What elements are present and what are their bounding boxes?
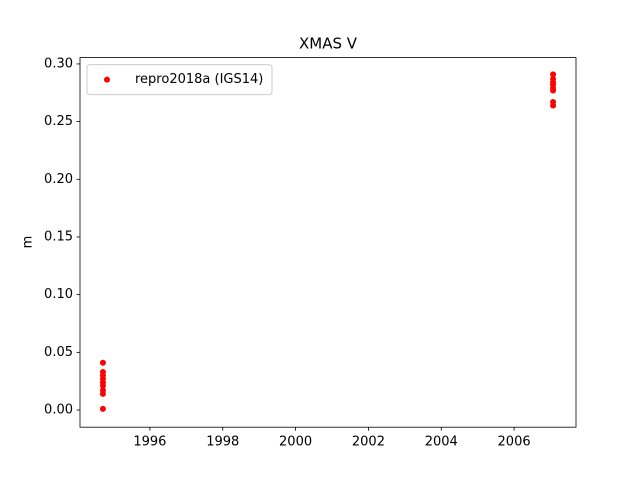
x-tick-label: 2004 — [425, 435, 458, 450]
point — [99, 382, 106, 389]
point — [99, 390, 106, 397]
y-tick-label: 0.10 — [44, 287, 73, 302]
y-tick-label: 0.15 — [44, 229, 73, 244]
point — [99, 405, 106, 412]
y-tick-label: 0.20 — [44, 172, 73, 187]
x-tick-label: 1996 — [133, 435, 166, 450]
legend-marker — [104, 76, 110, 83]
chart-title: XMAS V — [299, 35, 358, 53]
x-tick-label: 2002 — [352, 435, 385, 450]
y-tick-label: 0.05 — [44, 345, 73, 360]
y-axis-label: m — [21, 236, 36, 249]
x-tick-label: 2006 — [498, 435, 531, 450]
point — [550, 87, 557, 94]
y-tick-label: 0.00 — [44, 403, 73, 418]
point — [550, 102, 557, 109]
legend-box — [86, 64, 273, 96]
x-tick-label: 2000 — [279, 435, 312, 450]
legend-label: repro2018a (IGS14) — [135, 72, 263, 87]
x-tick-label: 1998 — [206, 435, 239, 450]
y-tick-label: 0.30 — [44, 56, 73, 71]
point — [99, 359, 106, 366]
plot-frame — [79, 57, 577, 428]
y-tick-label: 0.25 — [44, 114, 73, 129]
point — [550, 71, 557, 78]
